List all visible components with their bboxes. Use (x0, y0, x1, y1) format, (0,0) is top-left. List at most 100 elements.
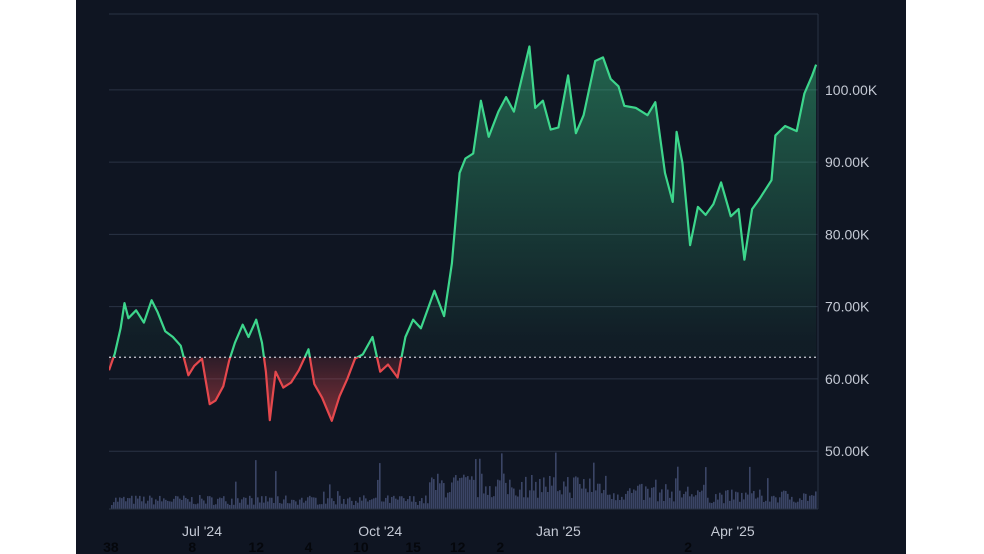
volume-bar (587, 492, 589, 509)
volume-bar (759, 489, 761, 509)
volume-bar (199, 495, 201, 509)
volume-bar (125, 501, 127, 509)
volume-bar (443, 483, 445, 509)
volume-bar (613, 493, 615, 509)
volume-bar (455, 475, 457, 509)
volume-bar (315, 497, 317, 509)
volume-bar (539, 478, 541, 509)
volume-bar (429, 482, 431, 509)
volume-bar (121, 498, 123, 509)
volume-bar (301, 497, 303, 509)
volume-bar (543, 477, 545, 509)
volume-bar (695, 495, 697, 509)
volume-bar (435, 489, 437, 509)
volume-bar (711, 503, 713, 509)
volume-bar (305, 500, 307, 509)
volume-bar (327, 498, 329, 509)
volume-bar (521, 481, 523, 509)
volume-bar (141, 501, 143, 509)
volume-bar (457, 480, 459, 509)
volume-bar (235, 481, 237, 509)
volume-bar (145, 503, 147, 509)
volume-bar (671, 491, 673, 509)
volume-bar (795, 502, 797, 509)
volume-bar (211, 497, 213, 509)
volume-bar (507, 494, 509, 509)
volume-bar (369, 500, 371, 509)
volume-bar (113, 502, 115, 509)
volume-bar (635, 490, 637, 509)
bottom-number-label: 12 (450, 539, 466, 554)
volume-bar (337, 491, 339, 509)
volume-bar (313, 497, 315, 509)
price-lines (109, 45, 818, 422)
volume-bar (157, 500, 159, 509)
price-line-up (112, 45, 818, 358)
volume-bar (169, 501, 171, 509)
volume-bar (509, 479, 511, 509)
volume-bar (591, 491, 593, 509)
volume-bar (755, 498, 757, 509)
volume-bar (373, 498, 375, 509)
volume-bar (393, 495, 395, 509)
volume-bar (519, 489, 521, 509)
volume-bar (447, 492, 449, 509)
volume-bar (673, 501, 675, 509)
volume-bar (571, 497, 573, 509)
x-tick-label: Oct '24 (358, 523, 402, 539)
volume-bar (231, 498, 233, 509)
volume-bar (645, 486, 647, 509)
volume-bar (597, 483, 599, 509)
volume-bar (643, 499, 645, 509)
volume-bar (239, 502, 241, 509)
y-tick-label: 50.00K (825, 443, 870, 459)
volume-bar (197, 503, 199, 509)
volume-bar (117, 501, 119, 509)
volume-bar (349, 497, 351, 509)
volume-bar (691, 494, 693, 509)
volume-bar (389, 502, 391, 509)
volume-bar (497, 479, 499, 509)
volume-bar (205, 503, 207, 509)
volume-bar (669, 497, 671, 509)
volume-bar (423, 503, 425, 509)
volume-bar (735, 491, 737, 509)
volume-bar (499, 480, 501, 509)
volume-bar (181, 499, 183, 509)
volume-bar (491, 497, 493, 509)
volume-bar (191, 497, 193, 509)
volume-bar (765, 500, 767, 509)
volume-bar (511, 487, 513, 509)
volume-bar (757, 497, 759, 509)
volume-bar (379, 463, 381, 509)
volume-bar (203, 500, 205, 509)
volume-bar (657, 501, 659, 509)
volume-bar (289, 503, 291, 509)
volume-bar (685, 491, 687, 509)
volume-bar (621, 496, 623, 509)
volume-bar (603, 489, 605, 509)
volume-bar (151, 497, 153, 509)
volume-bar (251, 498, 253, 509)
volume-bar (697, 490, 699, 509)
volume-bar (155, 499, 157, 509)
volume-bar (207, 496, 209, 509)
volume-bar (175, 495, 177, 509)
volume-bar (439, 483, 441, 509)
volume-bar (649, 497, 651, 509)
volume-bar (699, 492, 701, 509)
volume-bar (553, 477, 555, 509)
volume-bar (723, 503, 725, 509)
volume-bar (451, 482, 453, 509)
volume-bar (441, 480, 443, 509)
volume-bar (579, 483, 581, 509)
volume-bar (473, 479, 475, 509)
volume-bar (767, 478, 769, 509)
volume-bar (387, 495, 389, 509)
volume-bar (801, 499, 803, 509)
volume-bar (813, 495, 815, 509)
volume-bar (531, 474, 533, 509)
volume-bar (713, 501, 715, 509)
volume-bar (139, 495, 141, 509)
